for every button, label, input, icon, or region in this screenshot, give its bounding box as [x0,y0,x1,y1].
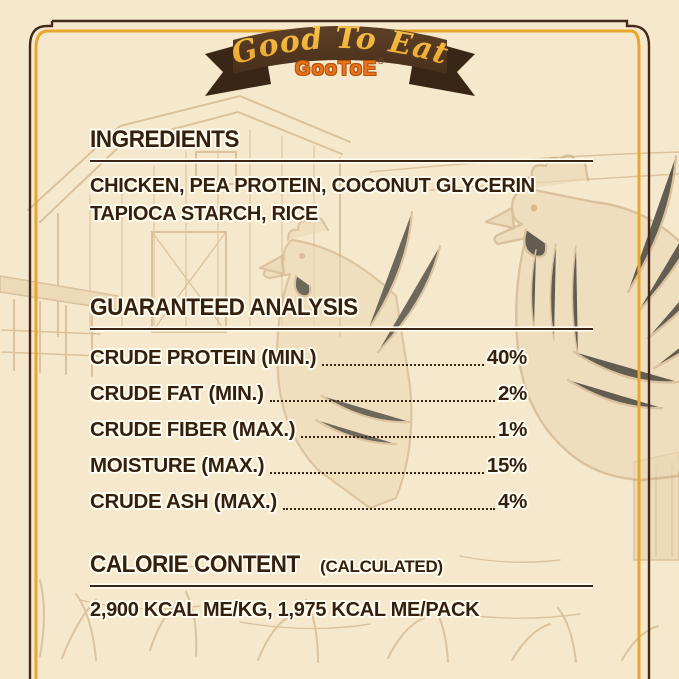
analysis-row-label: CRUDE FAT (MIN.) [90,382,264,405]
dotted-leader [269,400,495,402]
analysis-row-value: 4% [497,490,527,513]
ingredients-section: INGREDIENTS CHICKEN, PEA PROTEIN, COCONU… [90,126,593,228]
dotted-leader [270,472,484,474]
calorie-content-title: CALORIE CONTENT [90,551,300,578]
calorie-content-subtitle: (CALCULATED) [320,557,443,576]
analysis-table: CRUDE PROTEIN (MIN.) 40% CRUDE FAT (MIN.… [90,336,593,516]
analysis-row-crude-fat: CRUDE FAT (MIN.) 2% [90,372,527,408]
analysis-row-value: 15% [486,454,527,477]
calorie-content-section: CALORIE CONTENT (CALCULATED) 2,900 KCAL … [90,551,593,624]
analysis-row-value: 40% [486,346,527,369]
analysis-row-crude-ash: CRUDE ASH (MAX.) 4% [90,480,527,516]
analysis-row-label: CRUDE ASH (MAX.) [90,490,277,513]
analysis-row-moisture: MOISTURE (MAX.) 15% [90,444,527,480]
registered-trademark-symbol: ® [377,56,384,66]
guaranteed-analysis-divider [90,328,593,330]
analysis-row-value: 2% [497,382,527,405]
analysis-row-label: MOISTURE (MAX.) [90,454,265,477]
analysis-row-crude-protein: CRUDE PROTEIN (MIN.) 40% [90,336,527,372]
ingredients-divider [90,160,593,162]
analysis-row-label: CRUDE PROTEIN (MIN.) [90,346,317,369]
brand-banner: Good To Eat GooToE® [197,10,483,106]
dotted-leader [301,436,495,438]
calorie-values: 2,900 KCAL ME/KG, 1,975 KCAL ME/PACK [90,599,480,621]
dotted-leader [282,508,495,510]
brand-logo-text: GooToE [295,58,378,80]
brand-logo: GooToE® [197,56,483,81]
guaranteed-analysis-section: GUARANTEED ANALYSIS CRUDE PROTEIN (MIN.)… [90,294,593,516]
analysis-row-value: 1% [497,418,527,441]
ingredients-title: INGREDIENTS [90,126,240,153]
guaranteed-analysis-title: GUARANTEED ANALYSIS [90,294,358,321]
ingredients-line-2: TAPIOCA STARCH, RICE [90,203,319,225]
calorie-content-divider [90,585,593,587]
analysis-row-label: CRUDE FIBER (MAX.) [90,418,296,441]
ingredients-line-1: CHICKEN, PEA PROTEIN, COCONUT GLYCERIN [90,175,535,197]
analysis-row-crude-fiber: CRUDE FIBER (MAX.) 1% [90,408,527,444]
dotted-leader [322,364,484,366]
